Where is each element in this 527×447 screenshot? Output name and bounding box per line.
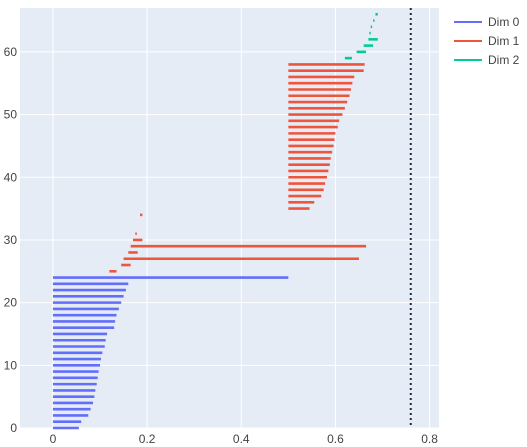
legend-label: Dim 1: [488, 34, 520, 48]
x-tick-label: 0.4: [233, 432, 250, 446]
x-tick-label: 0: [50, 432, 57, 446]
interval-bars: [52, 12, 378, 430]
x-tick-label: 0.2: [139, 432, 156, 446]
y-tick-label: 20: [4, 296, 18, 310]
y-tick-label: 50: [4, 108, 18, 122]
y-tick-label: 30: [4, 233, 18, 247]
legend-label: Dim 0: [488, 15, 520, 29]
legend-label: Dim 2: [488, 53, 520, 67]
x-tick-label: 0.8: [421, 432, 438, 446]
y-tick-label: 0: [10, 421, 17, 435]
legend: Dim 0 Dim 1 Dim 2: [454, 15, 520, 67]
y-tick-label: 60: [4, 45, 18, 59]
y-tick-label: 10: [4, 358, 18, 372]
y-tick-label: 40: [4, 170, 18, 184]
x-axis-ticks: 0 0.2 0.4 0.6 0.8: [50, 432, 439, 446]
y-axis-ticks: 0 10 20 30 40 50 60: [4, 45, 18, 435]
x-tick-label: 0.6: [327, 432, 344, 446]
